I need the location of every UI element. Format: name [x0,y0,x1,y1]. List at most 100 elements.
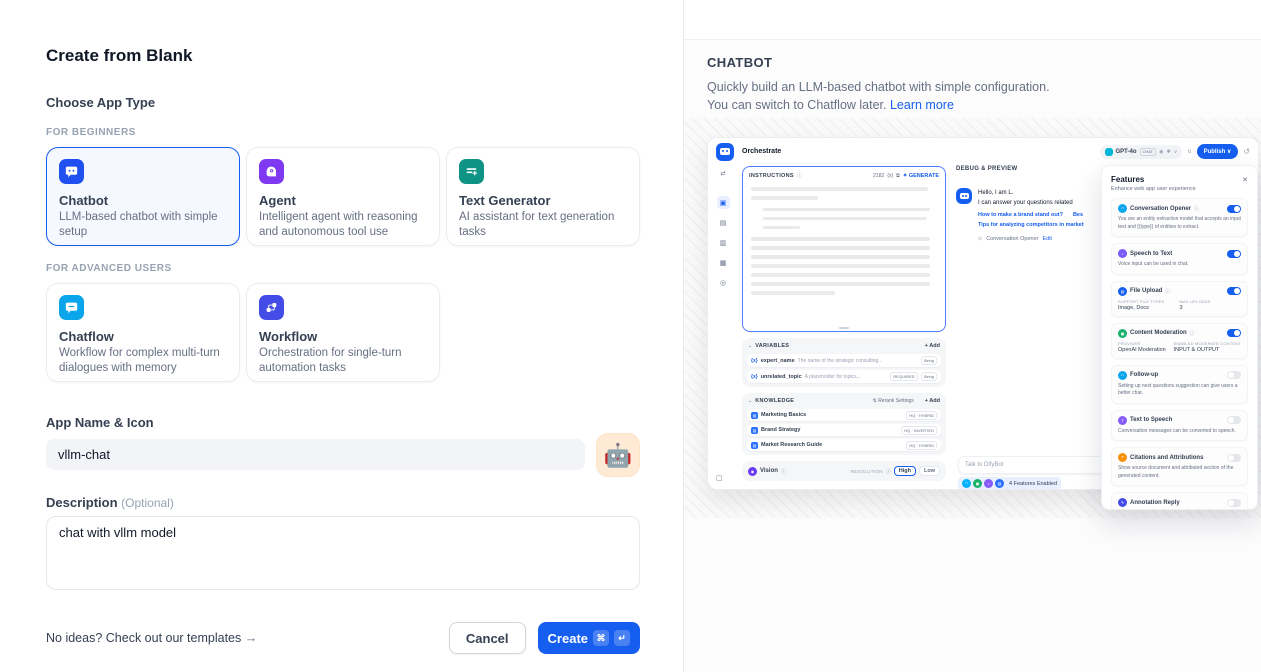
app-name-label: App Name & Icon [46,415,154,430]
mini-knowledge-panel: ⌄ KNOWLEDGE ⇅ Rerank Settings + Add ▤ Ma… [742,393,946,455]
for-beginners-label: FOR BEGINNERS [46,127,136,138]
card-desc: LLM-based chatbot with simple setup [59,211,218,238]
mini-publish-button: Publish ∨ [1196,144,1239,159]
arrow-right-icon: → [244,631,258,645]
mini-instructions-panel: INSTRUCTIONS ⓘ 2182 {x} ⧉ ✦ GENERATE [742,166,946,332]
enter-key-icon: ↵ [614,630,630,646]
toggle-on [1227,204,1241,213]
bottom-panel-icon: ▢ [716,475,723,482]
tune-icon: ⇅ [1187,148,1192,155]
mic-icon: ◉ [1159,148,1164,155]
toggle-on [1227,249,1241,258]
variable-row: {x} unrelated_topic A placeholder for to… [747,370,941,383]
description-textarea[interactable]: chat with vllm model [46,516,640,590]
generate-button: ✦ GENERATE [902,172,939,179]
toggle-off [1227,498,1241,507]
mini-debug-panel: DEBUG & PREVIEW Hello, I am L. I can ans… [956,166,1256,489]
chevron-down-icon: ∨ [1173,148,1178,155]
debug-header: DEBUG & PREVIEW [956,166,1018,172]
knowledge-row: ▤ Brand Strategy HQ · INVERTED [747,424,941,436]
for-advanced-label: FOR ADVANCED USERS [46,263,172,274]
conversation-opener-icon: ◠ [1118,204,1127,213]
preview-heading: CHATBOT [707,55,773,70]
citations-icon: ❝ [1118,453,1127,462]
card-desc: Workflow for complex multi-turn dialogue… [59,347,220,374]
follow-up-icon: ◠ [1118,370,1127,380]
dataset-icon: ▤ [751,426,758,434]
knowledge-label: KNOWLEDGE [755,398,795,404]
feature-item-content-moderation: ▣ Content Moderation ⓘ PROVIDER OpenAI M… [1111,322,1248,359]
toggle-off [1227,371,1241,379]
description-label: Description (Optional) [46,495,174,510]
resolution-low: Low [919,466,940,476]
app-type-card-agent[interactable]: Agent Intelligent agent with reasoning a… [246,147,440,246]
card-title: Chatbot [59,193,109,208]
add-knowledge-button: + Add [924,398,940,404]
opener-dot-icon: ◠ [962,479,971,488]
suggested-question: Bes [1072,212,1084,219]
app-name-input[interactable] [46,439,585,470]
app-type-card-chatbot[interactable]: Chatbot LLM-based chatbot with simple se… [46,147,240,246]
app-type-card-chatflow[interactable]: Chatflow Workflow for complex multi-turn… [46,283,240,382]
mini-features-card: Features ✕ Enhance web app user experien… [1101,165,1258,510]
mini-chat-input: Talk to DifyBot [958,456,1108,474]
info-icon: ⓘ [780,468,786,475]
toggle-off [1227,416,1241,424]
cmd-key-icon: ⌘ [593,630,609,646]
dataset-icon: ▤ [751,411,758,419]
card-desc: Intelligent agent with reasoning and aut… [259,211,418,238]
suggested-question: How to make a brand stand out? [978,212,1063,219]
content-moderation-icon: ▣ [1118,328,1127,338]
features-enabled-label: 4 Features Enabled [1009,480,1058,487]
info-icon: ⓘ [885,468,891,475]
char-count: 2182 [873,172,885,179]
feature-item-follow-up: ◠ Follow-up Setting up next questions su… [1111,364,1248,404]
preview-panel: CHATBOT Quickly build an LLM-based chatb… [683,0,1261,672]
doc-icon: ▥ [719,239,727,247]
variable-row: {x} expert_name The name of the strategi… [747,354,941,367]
card-desc: Orchestration for single-turn automation… [259,347,402,374]
feature-item-annotation-reply: ✎ Annotation Reply [1111,492,1248,509]
variables-label: VARIABLES [755,343,790,349]
choose-app-type-label: Choose App Type [46,95,156,110]
templates-link[interactable]: No ideas? Check out our templates → [46,631,258,645]
features-subtitle: Enhance web app user experience [1111,186,1196,192]
collapse-icon: ⇄ [720,171,726,177]
cancel-button[interactable]: Cancel [448,622,526,654]
dataset-icon: ▤ [751,441,758,449]
create-app-modal: Create from Blank Choose App Type FOR BE… [46,46,640,654]
toggle-on [1227,287,1241,295]
feature-item-citations: ❝ Citations and Attributions Show source… [1111,447,1248,486]
upload-dot-icon: ▤ [995,479,1004,488]
opener-edit: Edit [1042,236,1052,243]
app-type-card-workflow[interactable]: Workflow Orchestration for single-turn a… [246,283,440,382]
info-icon: ⓘ [796,173,802,179]
card-title: Workflow [259,329,318,344]
chatflow-icon [59,295,84,320]
annotation-reply-icon: ✎ [1118,498,1127,507]
card-title: Text Generator [459,193,551,208]
app-icon-emoji: 🤖 [603,441,633,468]
mini-sidebar: ⇄ ▣ ▤ ▥ ▦ ◎ ▢ [708,165,738,489]
mini-title: Orchestrate [742,148,782,155]
card-desc: AI assistant for text generation tasks [459,211,615,238]
text-to-speech-icon: T [1118,415,1127,425]
feature-item-speech-to-text: ♪ Speech to Text Voice input can be used… [1111,243,1248,275]
info-icon: ⓘ [1165,288,1171,295]
app-type-card-text-generator[interactable]: Text Generator AI assistant for text gen… [446,147,640,246]
mini-variables-panel: ⌄ VARIABLES + Add {x} expert_name The na… [742,338,946,387]
learn-more-link[interactable]: Learn more [889,98,954,113]
mini-model-selector: GPT-4o CHAT ◉ ✱ ∨ [1099,144,1183,159]
workflow-icon [259,295,284,320]
beginner-cards-row: Chatbot LLM-based chatbot with simple se… [46,147,640,246]
card-title: Agent [259,193,296,208]
bot-greeting: Hello, I am L. [978,190,1014,196]
file-upload-icon: ▤ [1118,286,1127,296]
features-enabled-row: ◠ ▣ ♪ ▤ 4 Features Enabled [958,477,1062,489]
top-strip [684,0,1261,40]
opener-label: Conversation Opener [986,236,1039,243]
instructions-skeleton [743,182,945,305]
create-button[interactable]: Create ⌘ ↵ [537,622,640,654]
toggle-off [1227,453,1241,462]
app-icon-picker[interactable]: 🤖 [596,433,640,477]
